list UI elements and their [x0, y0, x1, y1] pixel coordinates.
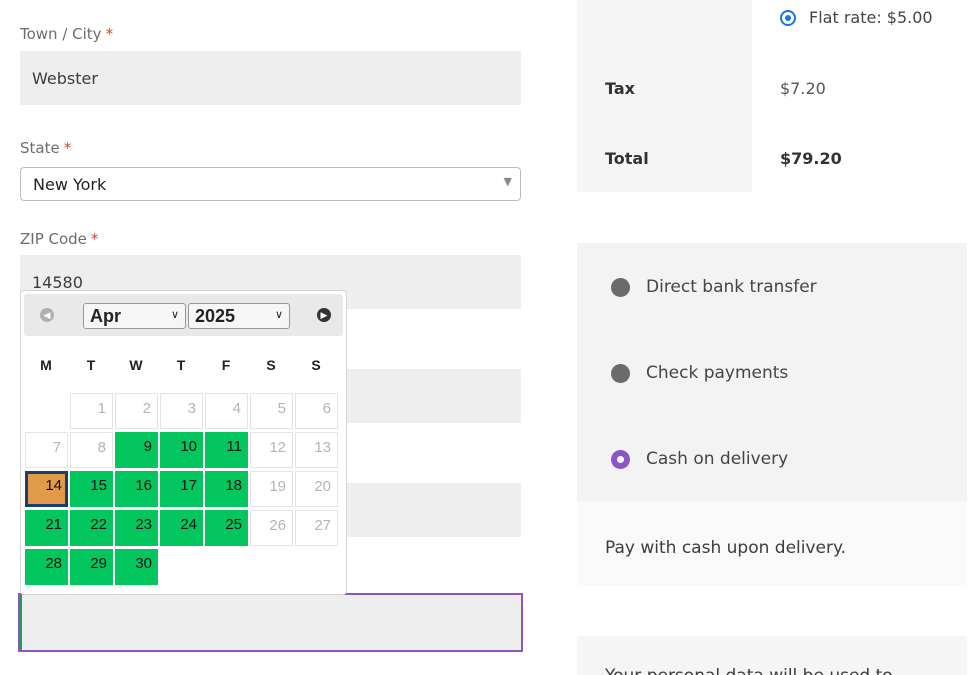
weekday-header: W [129, 357, 143, 373]
calendar-day: 7 [25, 432, 68, 468]
state-label: State * [20, 139, 72, 157]
calendar-day: 3 [160, 393, 203, 429]
shipping-radio[interactable] [780, 10, 796, 26]
weekday-header: S [266, 357, 276, 373]
radio-icon [611, 278, 630, 297]
calendar-day: 13 [295, 432, 338, 468]
radio-selected-icon [611, 450, 630, 469]
calendar-day-selected[interactable]: 14 [25, 471, 68, 507]
privacy-text: Your personal data will be used to [605, 666, 893, 675]
zip-label: ZIP Code * [20, 230, 99, 248]
calendar-day: 5 [250, 393, 293, 429]
calendar-day: 2 [115, 393, 158, 429]
payment-description: Pay with cash upon delivery. [605, 538, 847, 558]
calendar-day[interactable]: 9 [115, 432, 158, 468]
calendar-day[interactable]: 18 [205, 471, 248, 507]
calendar-day: 8 [70, 432, 113, 468]
payment-methods [577, 243, 967, 501]
tax-label: Tax [605, 79, 635, 98]
calendar-day[interactable]: 24 [160, 510, 203, 546]
tax-value: $7.20 [780, 79, 826, 98]
calendar-day[interactable]: 22 [70, 510, 113, 546]
weekday-header: S [311, 357, 321, 373]
radio-icon [611, 364, 630, 383]
required-marker: * [63, 139, 72, 157]
prev-month-icon[interactable]: ◀ [40, 308, 54, 322]
required-marker: * [90, 230, 99, 248]
town-field[interactable]: Webster [20, 51, 521, 105]
calendar-day[interactable]: 21 [25, 510, 68, 546]
calendar-day: 26 [250, 510, 293, 546]
calendar-day[interactable]: 15 [70, 471, 113, 507]
next-month-icon[interactable]: ▶ [317, 308, 331, 322]
chevron-down-icon: ∨ [170, 309, 179, 321]
calendar-day: 20 [295, 471, 338, 507]
calendar-day: 6 [295, 393, 338, 429]
calendar-day: 4 [205, 393, 248, 429]
datepicker-header: ◀ Apr ∨ 2025 ∨ ▶ [24, 294, 343, 336]
calendar-day: 1 [70, 393, 113, 429]
calendar-day[interactable]: 16 [115, 471, 158, 507]
calendar-day: 19 [250, 471, 293, 507]
weekday-header: T [176, 357, 186, 373]
total-value: $79.20 [780, 149, 842, 168]
total-label: Total [605, 149, 649, 168]
state-select[interactable]: New York ▼ [20, 167, 521, 201]
weekday-header: F [221, 357, 231, 373]
year-select[interactable]: 2025 ∨ [188, 303, 290, 329]
month-select[interactable]: Apr ∨ [83, 303, 186, 329]
privacy-notice: Your personal data will be used to [577, 636, 967, 675]
weekday-header: M [40, 357, 52, 373]
calendar-day[interactable]: 23 [115, 510, 158, 546]
delivery-date-field[interactable] [18, 593, 523, 652]
chevron-down-icon: ∨ [274, 309, 283, 321]
calendar-day: 27 [295, 510, 338, 546]
order-totals-label-column [577, 0, 752, 192]
chevron-down-icon: ▼ [503, 175, 512, 188]
required-marker: * [105, 25, 114, 43]
calendar-day[interactable]: 29 [70, 549, 113, 585]
calendar-day[interactable]: 25 [205, 510, 248, 546]
payment-description-box: Pay with cash upon delivery. [577, 501, 967, 587]
calendar-day[interactable]: 17 [160, 471, 203, 507]
calendar-day[interactable]: 30 [115, 549, 158, 585]
weekday-header: T [86, 357, 96, 373]
shipping-option-label: Flat rate: $5.00 [809, 8, 933, 27]
calendar-day[interactable]: 28 [25, 549, 68, 585]
town-label: Town / City * [20, 25, 114, 43]
calendar-day[interactable]: 11 [205, 432, 248, 468]
calendar-day: 12 [250, 432, 293, 468]
calendar-day[interactable]: 10 [160, 432, 203, 468]
